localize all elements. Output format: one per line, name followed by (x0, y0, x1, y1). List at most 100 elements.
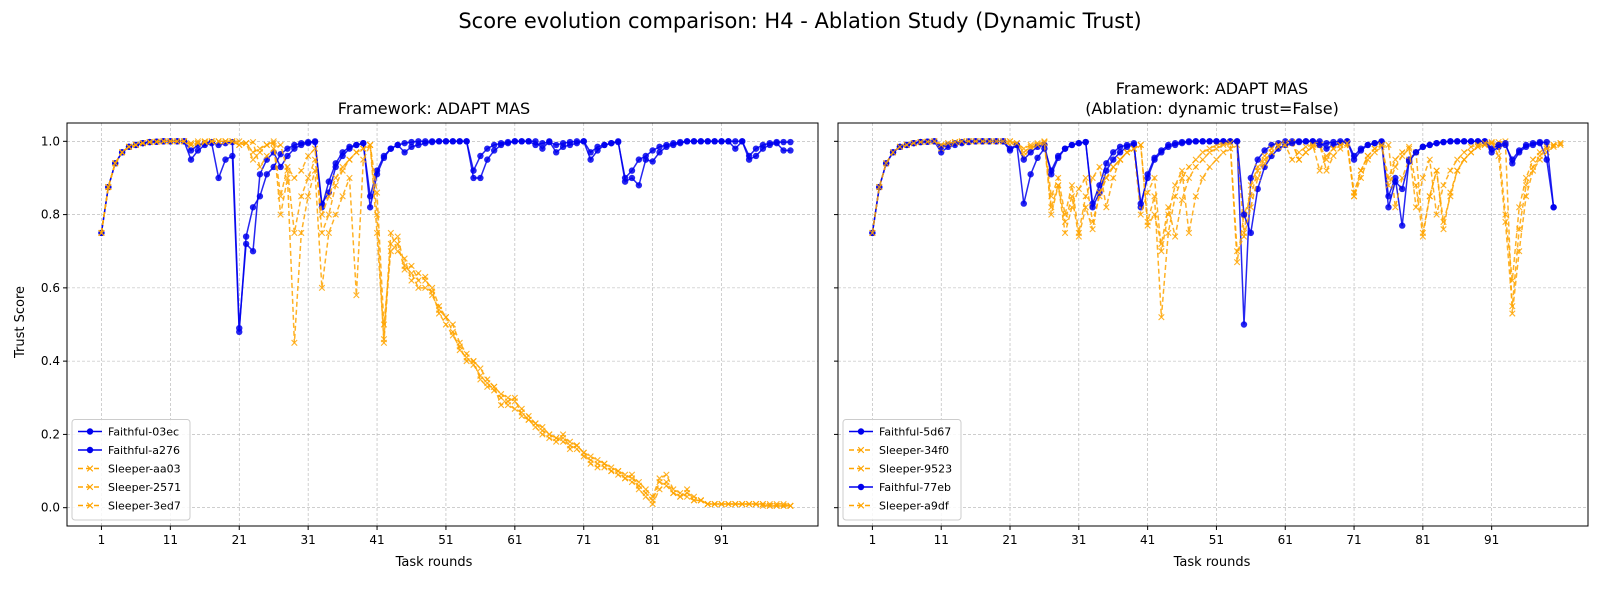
data-point (752, 152, 760, 160)
data-point (938, 149, 945, 156)
data-point (1275, 143, 1282, 151)
data-point (690, 138, 698, 145)
data-point (263, 152, 270, 160)
data-point (1405, 143, 1413, 151)
data-point (456, 343, 463, 350)
data-point (1357, 167, 1365, 174)
data-point (256, 163, 264, 171)
data-point (725, 500, 732, 508)
data-point (366, 141, 374, 149)
data-point (697, 497, 705, 504)
data-point (1089, 226, 1096, 233)
data-point (394, 233, 401, 240)
data-point (1220, 138, 1227, 145)
data-point (1192, 163, 1199, 171)
figure-suptitle: Score evolution comparison: H4 - Ablatio… (458, 9, 1141, 33)
data-point (635, 486, 643, 493)
data-point (1233, 248, 1241, 255)
data-point (428, 288, 436, 295)
data-point (704, 500, 711, 508)
data-point (594, 464, 601, 471)
data-point (580, 138, 587, 145)
data-point (435, 138, 443, 145)
data-point (511, 138, 519, 145)
data-point (153, 138, 160, 145)
data-point (1392, 204, 1399, 211)
left-panel-xlabel: Task rounds (395, 555, 473, 570)
data-point (449, 138, 457, 145)
data-point (614, 138, 622, 146)
data-point (1240, 233, 1248, 240)
data-point (242, 240, 250, 248)
data-point (732, 500, 739, 508)
data-point (649, 147, 656, 154)
data-point (1419, 143, 1427, 151)
data-point (249, 248, 257, 255)
data-point (656, 486, 663, 493)
data-point (1454, 167, 1461, 174)
data-point (1529, 163, 1537, 171)
data-point (1302, 143, 1310, 151)
data-point (139, 139, 146, 147)
data-point (291, 145, 298, 152)
data-point (1302, 149, 1310, 156)
data-point (236, 138, 243, 145)
data-point (1426, 141, 1433, 149)
right-legend-marker-0 (857, 428, 865, 435)
data-point (435, 310, 443, 317)
data-point (249, 138, 257, 146)
data-point (539, 431, 546, 438)
data-point (910, 139, 917, 147)
data-point (1220, 141, 1227, 149)
right-xtick-label-2: 21 (1002, 533, 1017, 547)
data-point (1103, 167, 1110, 174)
data-point (1096, 189, 1103, 196)
data-point (766, 502, 773, 510)
data-point (1460, 156, 1468, 163)
left-series-Sleeper-3ed7 (98, 138, 794, 510)
right-xtick-label-9: 91 (1484, 533, 1499, 547)
data-point (1068, 193, 1076, 200)
data-point (249, 149, 257, 156)
data-point (1171, 233, 1179, 240)
data-point (387, 240, 395, 248)
data-point (1433, 167, 1440, 174)
data-point (401, 139, 408, 147)
data-point (132, 141, 140, 149)
data-point (608, 139, 615, 147)
data-point (1158, 248, 1165, 255)
data-point (125, 143, 133, 151)
data-point (1261, 147, 1268, 154)
left-legend-marker-2 (86, 465, 94, 472)
data-point (449, 332, 457, 339)
data-point (780, 147, 787, 154)
data-point (1068, 182, 1076, 189)
data-point (924, 138, 931, 145)
data-point (1502, 139, 1509, 147)
data-point (339, 167, 346, 174)
data-point (456, 138, 463, 145)
data-point (304, 139, 312, 147)
data-point (422, 284, 429, 292)
data-point (917, 138, 924, 146)
right-panel-title-line2: (Ablation: dynamic trust=False) (1085, 99, 1339, 118)
data-point (1536, 139, 1544, 147)
data-point (1054, 174, 1062, 182)
data-point (277, 141, 284, 149)
data-point (1199, 138, 1206, 145)
data-point (194, 139, 202, 147)
right-legend-label-3: Faithful-77eb (879, 481, 951, 494)
data-point (1116, 149, 1124, 156)
data-point (311, 138, 319, 146)
data-point (477, 152, 484, 160)
data-point (256, 145, 264, 152)
data-point (408, 270, 415, 277)
data-point (387, 229, 395, 237)
data-point (1399, 185, 1406, 193)
data-point (1316, 141, 1323, 149)
data-point (1185, 138, 1193, 146)
data-point (1048, 211, 1055, 218)
data-point (1027, 171, 1034, 178)
data-point (346, 143, 353, 151)
